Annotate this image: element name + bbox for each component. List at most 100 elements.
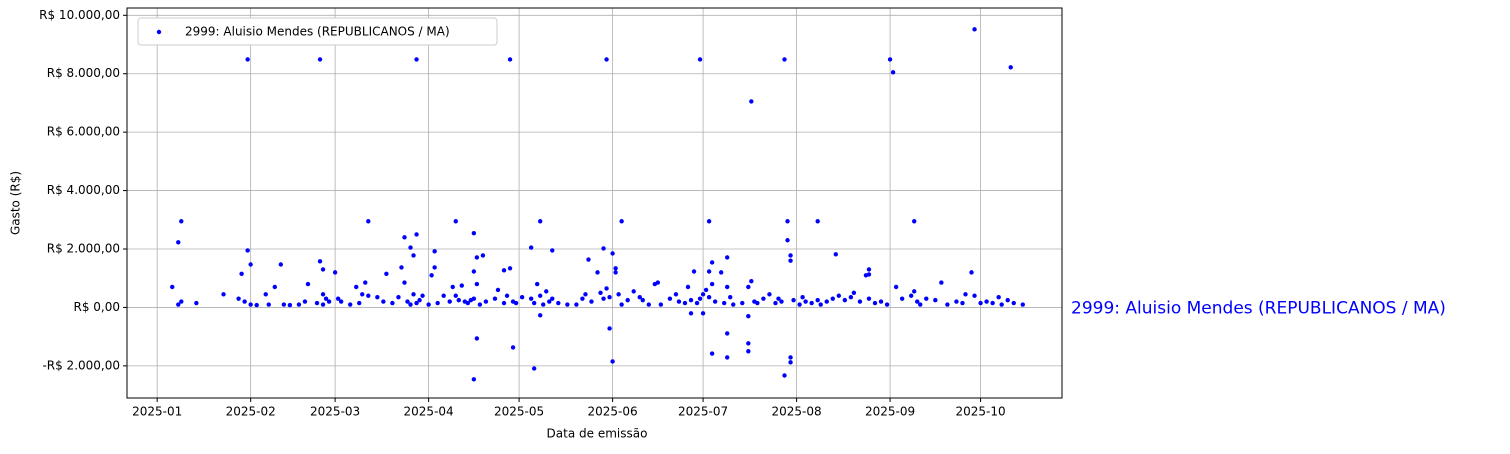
point (607, 295, 612, 300)
point (411, 292, 416, 297)
point (441, 293, 446, 298)
point (323, 296, 329, 301)
point (429, 273, 434, 278)
point (414, 232, 419, 237)
point (408, 245, 413, 250)
point (785, 219, 790, 224)
point (851, 290, 857, 296)
point (314, 300, 320, 306)
point (815, 219, 820, 224)
point (474, 336, 480, 341)
y-axis-label: Gasto (R$) (9, 171, 23, 235)
point (504, 293, 510, 298)
point (978, 300, 983, 306)
point (718, 270, 724, 275)
point (824, 299, 829, 304)
legend-box (137, 17, 498, 46)
point (583, 292, 588, 297)
point (788, 355, 793, 360)
point (676, 299, 682, 304)
point (761, 296, 766, 301)
point (179, 299, 184, 304)
point (954, 299, 959, 304)
point (471, 296, 477, 301)
point (899, 296, 905, 301)
point (272, 284, 277, 290)
point (725, 255, 730, 260)
point (782, 57, 787, 62)
point (788, 360, 793, 365)
point (613, 266, 618, 271)
legend-label: 2999: Aluisio Mendes (REPUBLICANOS / MA) (185, 25, 450, 39)
point (706, 295, 712, 300)
point (320, 292, 326, 297)
point (474, 281, 480, 287)
point (912, 289, 917, 294)
point (366, 219, 371, 224)
x-tick-label: 2025-05 (494, 405, 544, 419)
x-tick-label: 2025-06 (588, 405, 638, 419)
point (239, 271, 244, 277)
point (990, 300, 995, 306)
legend-marker (156, 29, 162, 35)
point (453, 293, 458, 298)
axes-frame (126, 7, 1063, 399)
point (245, 248, 250, 253)
point (538, 293, 543, 298)
point (435, 300, 440, 306)
point (266, 302, 271, 307)
point (465, 300, 471, 306)
point (411, 253, 416, 258)
point (908, 293, 914, 298)
point (332, 270, 338, 275)
point (933, 297, 938, 303)
point (703, 287, 709, 293)
x-tick-label: 2025-10 (955, 405, 1005, 419)
point (604, 286, 609, 291)
point (248, 262, 253, 267)
point (631, 289, 636, 294)
point (728, 295, 733, 300)
point (833, 252, 838, 257)
point (884, 302, 890, 307)
point (480, 253, 486, 258)
point (531, 366, 537, 371)
point (248, 302, 253, 307)
point (797, 302, 802, 307)
x-tick-label: 2025-02 (226, 405, 276, 419)
point (528, 245, 534, 250)
point (580, 296, 585, 301)
point (694, 300, 700, 306)
point (682, 300, 688, 306)
point (544, 289, 549, 294)
point (685, 284, 691, 290)
point (360, 292, 365, 297)
x-tick-label: 2025-03 (310, 405, 360, 419)
point (414, 57, 419, 62)
point (550, 296, 555, 301)
point (996, 295, 1001, 300)
point (842, 297, 848, 303)
point (513, 300, 519, 306)
point (890, 70, 896, 75)
point (749, 99, 754, 104)
point (700, 292, 706, 297)
point (417, 297, 422, 303)
point (1020, 302, 1025, 307)
point (637, 295, 642, 300)
point (477, 302, 483, 307)
point (263, 292, 268, 297)
point (296, 302, 302, 307)
point (236, 296, 241, 301)
x-tick-label: 2025-09 (865, 405, 915, 419)
point (800, 295, 805, 300)
point (809, 300, 814, 306)
point (317, 57, 323, 62)
point (254, 302, 259, 308)
point (507, 57, 513, 62)
x-tick-label: 2025-01 (132, 405, 182, 419)
point (420, 293, 425, 298)
point (746, 349, 751, 354)
point (640, 297, 645, 303)
y-tick-label: -R$ 2.000,00 (42, 358, 120, 372)
